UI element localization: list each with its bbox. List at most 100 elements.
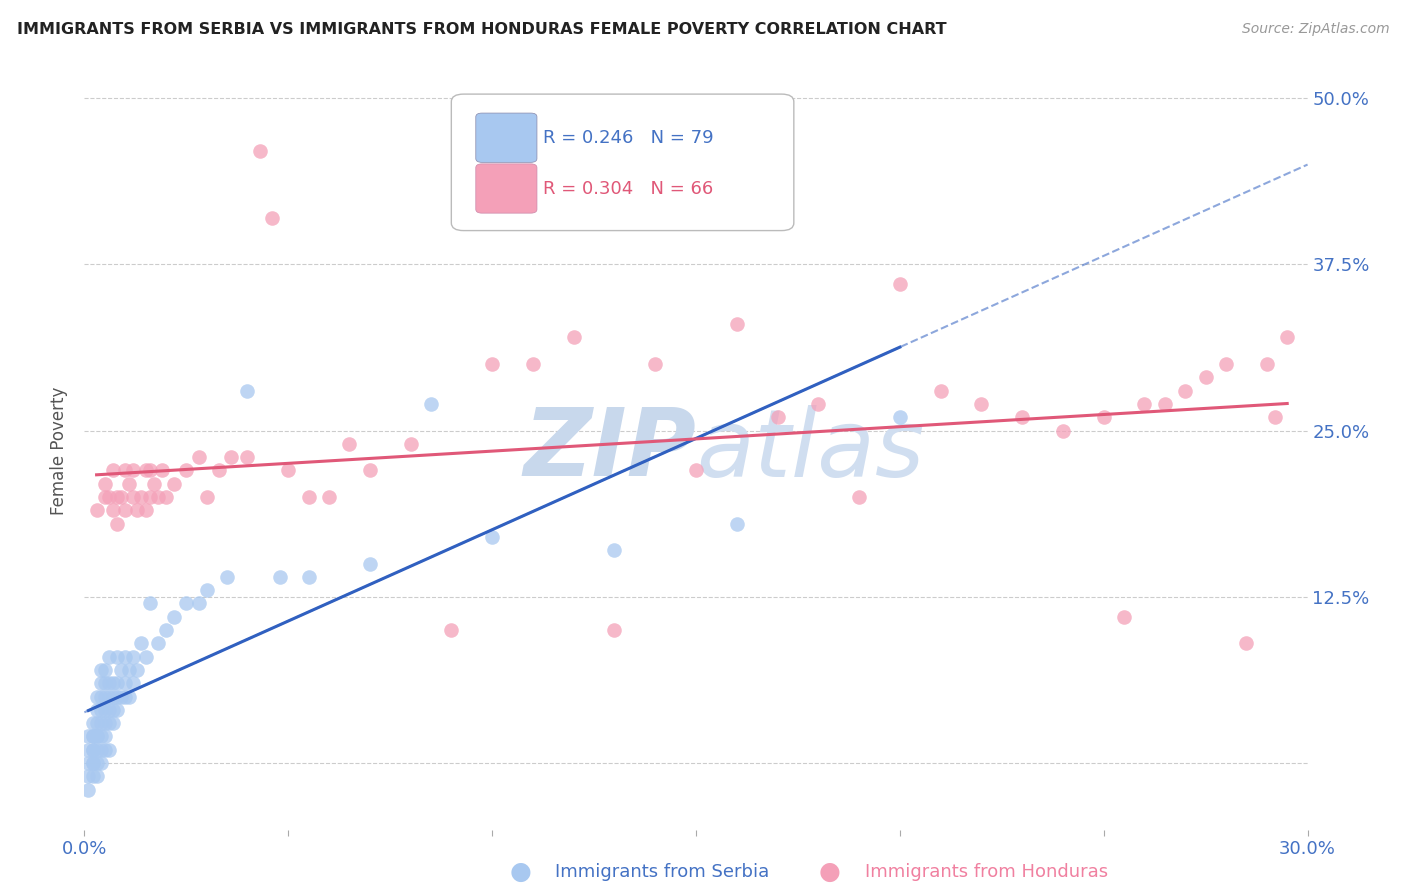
Point bbox=[150, 463, 173, 477]
Point bbox=[110, 490, 132, 504]
Point bbox=[644, 357, 666, 371]
Text: Source: ZipAtlas.com: Source: ZipAtlas.com bbox=[1241, 22, 1389, 37]
Point bbox=[970, 397, 993, 411]
Point bbox=[110, 690, 132, 704]
Point bbox=[93, 663, 115, 677]
Point bbox=[236, 384, 259, 398]
Point bbox=[101, 716, 124, 731]
Point bbox=[603, 623, 626, 637]
Point bbox=[219, 450, 242, 464]
Point bbox=[1114, 609, 1136, 624]
Point bbox=[97, 743, 120, 757]
Text: Immigrants from Serbia: Immigrants from Serbia bbox=[555, 863, 769, 881]
Point bbox=[90, 743, 112, 757]
Point bbox=[122, 649, 145, 664]
Point bbox=[807, 397, 830, 411]
Point bbox=[93, 743, 115, 757]
Point bbox=[114, 690, 136, 704]
Point bbox=[163, 476, 186, 491]
Point bbox=[138, 490, 160, 504]
Point bbox=[77, 730, 100, 744]
Point bbox=[146, 490, 169, 504]
Point bbox=[318, 490, 340, 504]
Point bbox=[114, 463, 136, 477]
Point bbox=[277, 463, 299, 477]
Point bbox=[82, 756, 104, 770]
Point bbox=[236, 450, 259, 464]
Point bbox=[93, 690, 115, 704]
Point bbox=[399, 437, 422, 451]
Point bbox=[105, 516, 128, 531]
Text: ZIP: ZIP bbox=[523, 404, 696, 497]
Point bbox=[101, 690, 124, 704]
Point bbox=[269, 570, 291, 584]
Point bbox=[93, 716, 115, 731]
Point bbox=[93, 703, 115, 717]
Point bbox=[105, 703, 128, 717]
Point bbox=[105, 649, 128, 664]
Point bbox=[249, 144, 271, 158]
Point bbox=[138, 596, 160, 610]
Point bbox=[86, 730, 108, 744]
FancyBboxPatch shape bbox=[451, 95, 794, 230]
Point bbox=[82, 716, 104, 731]
Point bbox=[118, 663, 141, 677]
Point bbox=[1133, 397, 1156, 411]
Y-axis label: Female Poverty: Female Poverty bbox=[51, 386, 69, 515]
Point bbox=[93, 476, 115, 491]
Point bbox=[114, 676, 136, 690]
Point bbox=[86, 743, 108, 757]
Point bbox=[82, 730, 104, 744]
Point bbox=[725, 516, 748, 531]
Text: IMMIGRANTS FROM SERBIA VS IMMIGRANTS FROM HONDURAS FEMALE POVERTY CORRELATION CH: IMMIGRANTS FROM SERBIA VS IMMIGRANTS FRO… bbox=[17, 22, 946, 37]
Point bbox=[135, 649, 157, 664]
Point bbox=[127, 503, 149, 517]
Point bbox=[848, 490, 870, 504]
Point bbox=[77, 743, 100, 757]
Point bbox=[420, 397, 443, 411]
Point bbox=[101, 503, 124, 517]
Point bbox=[1011, 410, 1033, 425]
Point bbox=[889, 277, 911, 292]
Point bbox=[90, 663, 112, 677]
Point bbox=[187, 450, 209, 464]
Point bbox=[82, 769, 104, 783]
Point bbox=[187, 596, 209, 610]
Point bbox=[1264, 410, 1286, 425]
Point bbox=[142, 476, 165, 491]
Point bbox=[208, 463, 231, 477]
FancyBboxPatch shape bbox=[475, 164, 537, 213]
Point bbox=[97, 490, 120, 504]
Point bbox=[93, 490, 115, 504]
Point bbox=[105, 490, 128, 504]
Point bbox=[562, 330, 585, 344]
Point bbox=[97, 649, 120, 664]
Point bbox=[86, 716, 108, 731]
Point bbox=[105, 690, 128, 704]
Point bbox=[260, 211, 283, 225]
Point bbox=[82, 743, 104, 757]
Point bbox=[685, 463, 707, 477]
Point bbox=[217, 570, 239, 584]
Point bbox=[90, 756, 112, 770]
Point bbox=[298, 570, 321, 584]
Point bbox=[163, 609, 186, 624]
Point bbox=[122, 463, 145, 477]
Point bbox=[131, 636, 153, 650]
Point bbox=[105, 676, 128, 690]
Point bbox=[86, 730, 108, 744]
Point bbox=[889, 410, 911, 425]
Point bbox=[77, 782, 100, 797]
Point bbox=[1195, 370, 1218, 384]
Point bbox=[86, 503, 108, 517]
Point bbox=[1277, 330, 1299, 344]
Point bbox=[359, 463, 381, 477]
Point bbox=[122, 490, 145, 504]
Point bbox=[101, 676, 124, 690]
Point bbox=[155, 490, 177, 504]
Text: ●: ● bbox=[509, 861, 531, 884]
Point bbox=[97, 716, 120, 731]
Point bbox=[298, 490, 321, 504]
Point bbox=[122, 676, 145, 690]
Point bbox=[101, 703, 124, 717]
